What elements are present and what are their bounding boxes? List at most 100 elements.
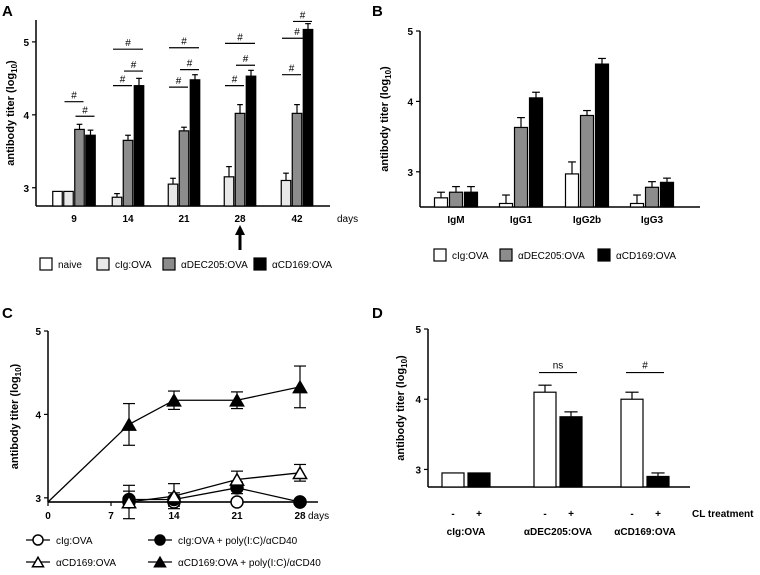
- panel-a-bar: [167, 183, 179, 207]
- panel-c-data-point: [230, 495, 244, 509]
- panel-c-legend-marker: [31, 555, 45, 568]
- panel-a-bar: [280, 179, 292, 207]
- panel-a-significance-label: #: [187, 59, 193, 70]
- panel-c-data-point: [166, 393, 182, 407]
- panel-c-data-point: [293, 495, 307, 509]
- panel-d-treatment-mark: +: [655, 509, 661, 520]
- panel-c-x-tick-label: 7: [108, 511, 114, 522]
- panel-a-x-tick-label: 42: [291, 214, 303, 225]
- panel-a-y-tick-label: 4: [23, 111, 29, 122]
- panel-b-x-tick-label: IgM: [447, 215, 464, 226]
- panel-d-group-label: αCD169:OVA: [614, 527, 676, 538]
- panel-c-legend-marker: [32, 534, 44, 546]
- panel-c-series-line: [129, 487, 301, 503]
- panel-b-bar: [448, 191, 464, 208]
- panel-c-legend-label: αCD169:OVA: [56, 558, 116, 569]
- panel-c-y-tick-label: 3: [35, 494, 41, 505]
- panel-d-significance-label: #: [642, 361, 648, 372]
- panel-c-x-tick-label: 0: [45, 511, 51, 522]
- panel-a-legend-swatch: [39, 257, 53, 271]
- panel-c-legend-marker: [153, 555, 167, 568]
- panel-a-bar: [291, 112, 303, 207]
- panel-b-y-tick-label: 5: [407, 27, 413, 38]
- panel-a-significance-label: #: [181, 37, 187, 48]
- panel-c-data-point: [292, 465, 308, 480]
- panel-b-x-tick-label: IgG1: [510, 215, 533, 226]
- panel-d-y-axis-label: antibody titer (log10): [395, 355, 409, 461]
- panel-d-bar: [620, 398, 644, 488]
- panel-a-legend-swatch: [253, 257, 267, 271]
- panel-b-y-tick-label: 3: [407, 168, 413, 179]
- panel-c-data-point: [166, 488, 182, 503]
- panel-a-x-tick-label: 9: [71, 214, 77, 225]
- panel-d-bar: [467, 472, 491, 488]
- panel-a-y-tick-label: 5: [23, 38, 29, 49]
- panel-a-bar: [223, 176, 235, 207]
- panel-c-chart: 3 4 5 antibody titer (log10) 0 7 14 21 28 days cIg…: [9, 327, 329, 569]
- panel-d-y-tick-label: 5: [415, 325, 421, 336]
- panel-a-bar: [52, 190, 63, 207]
- panel-a-legend-swatch: [162, 257, 176, 271]
- panel-b-legend-swatch: [597, 248, 611, 262]
- panel-c-y-axis-label: antibody titer (log10): [9, 363, 23, 469]
- panel-c-data-point: [121, 494, 137, 509]
- panel-label-c: C: [2, 305, 13, 322]
- panel-a-arrow-head: [235, 225, 245, 235]
- panel-a-significance-label: #: [243, 54, 249, 65]
- panel-d-treatment-mark: -: [451, 509, 454, 520]
- panel-a-bar: [189, 79, 201, 207]
- panel-b-bar: [433, 197, 449, 208]
- panel-a-legend-label: αDEC205:OVA: [181, 260, 248, 271]
- panel-a-bar: [63, 190, 74, 207]
- panel-d-bar: [559, 416, 583, 488]
- panel-d-chart: 3 4 5 antibody titer (log10) - + cIg:OVA - + αDEC…: [395, 325, 754, 538]
- panel-a-x-tick-label: 14: [122, 214, 134, 225]
- panel-a-bar: [302, 28, 314, 207]
- panel-b-bar: [594, 63, 610, 208]
- panel-d-group-label: cIg:OVA: [447, 527, 486, 538]
- panel-a-bar: [178, 130, 190, 207]
- panel-c-series-line: [128, 472, 301, 503]
- panel-b-legend-swatch: [499, 248, 513, 262]
- panel-b-x-tick-label: IgG3: [641, 215, 664, 226]
- panel-a-significance-label: #: [176, 76, 182, 87]
- panel-c-data-point: [121, 417, 137, 431]
- panel-d-bar: [646, 475, 670, 488]
- panel-b-bar: [463, 191, 479, 208]
- panel-a-significance-label: #: [300, 10, 306, 21]
- panel-b-bar: [644, 186, 660, 208]
- panel-b-legend-label: αDEC205:OVA: [518, 251, 585, 262]
- panel-d-bar: [533, 391, 557, 488]
- panel-d-treatment-mark: -: [630, 509, 633, 520]
- panel-a-bar: [111, 196, 123, 207]
- panel-a-significance-label: #: [232, 75, 238, 86]
- panel-d-group-label: αDEC205:OVA: [524, 527, 592, 538]
- panel-d-treatment-mark: +: [476, 509, 482, 520]
- panel-a-y-tick-label: 3: [23, 184, 29, 195]
- panel-c-x-tick-label: 21: [231, 511, 243, 522]
- panel-b-bar: [659, 181, 675, 208]
- panel-b-y-axis-label: antibody titer (log10): [379, 66, 393, 172]
- panel-b-legend-label: αCD169:OVA: [616, 251, 676, 262]
- panel-label-b: B: [372, 3, 383, 20]
- panel-a-y-axis-label: antibody titer (log10): [5, 60, 19, 166]
- panel-a-bar: [85, 134, 96, 207]
- panel-a-bar: [133, 85, 145, 207]
- panel-a-significance-label: #: [294, 27, 300, 38]
- panel-a-bar: [245, 75, 257, 207]
- panel-c-legend-label: αCD169:OVA + poly(I:C)/αCD40: [178, 558, 321, 569]
- panel-c-data-point: [292, 379, 308, 394]
- panel-a-legend-label: cIg:OVA: [115, 260, 152, 271]
- panel-a-bar: [234, 112, 246, 207]
- panel-c-x-unit: days: [308, 511, 329, 522]
- panel-a-legend-label: naive: [58, 260, 82, 271]
- panel-c-legend-label: cIg:OVA + poly(I:C)/αCD40: [178, 536, 298, 547]
- panel-label-a: A: [2, 3, 13, 20]
- panel-a-x-tick-label: 28: [234, 214, 246, 225]
- panel-d-y-tick-label: 4: [415, 395, 421, 406]
- panel-a-significance-label: #: [71, 91, 77, 102]
- panel-c-y-tick-label: 5: [35, 327, 41, 338]
- panel-b-bar: [564, 173, 580, 208]
- panel-d-significance-label: ns: [553, 361, 564, 372]
- panel-c-data-point: [229, 393, 245, 407]
